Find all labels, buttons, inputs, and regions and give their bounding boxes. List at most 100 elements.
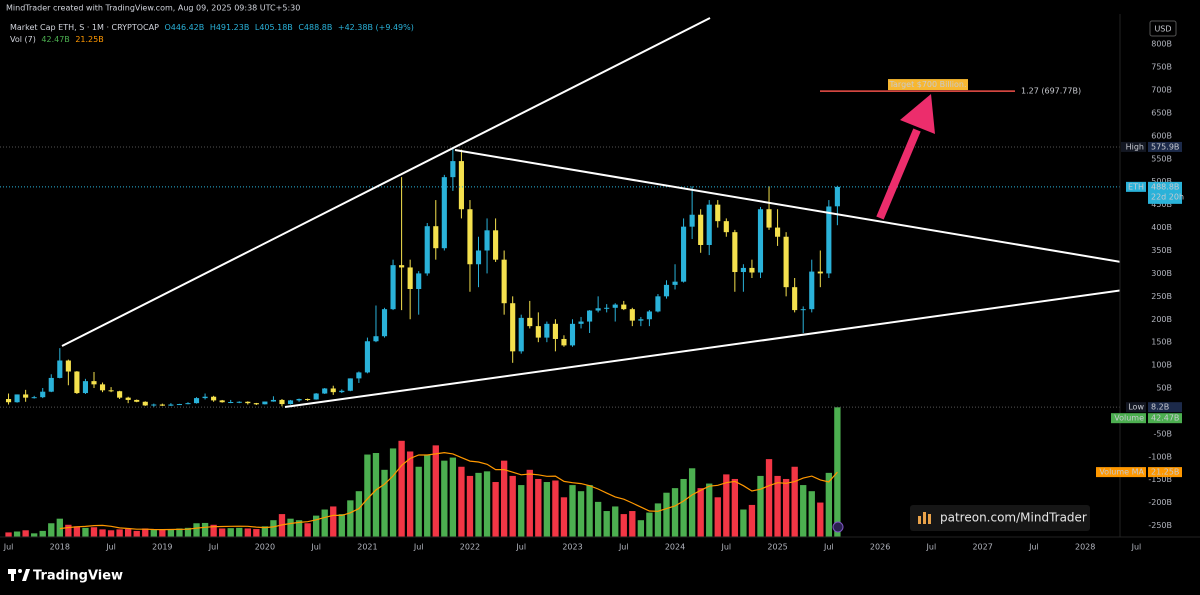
- candle-body: [99, 384, 106, 391]
- tag-value: 488.8B: [1151, 182, 1179, 191]
- volume-bar: [278, 514, 286, 537]
- candle-body: [441, 177, 447, 249]
- volume-bar: [133, 530, 140, 537]
- volume-bar: [253, 529, 260, 537]
- volume-bar: [620, 514, 627, 537]
- y-tick-label: 600B: [1151, 131, 1172, 140]
- volume-bar: [312, 515, 320, 537]
- volume-bar: [389, 448, 397, 537]
- price-axis: 800B 750B 700B 650B 600B 550B 500B 450B 400B 350B…: [1096, 40, 1184, 530]
- watermark-icon: [923, 512, 926, 524]
- tag-value: 42.47B: [1151, 414, 1179, 423]
- volume-bar: [338, 514, 345, 537]
- volume-bar: [594, 501, 602, 537]
- volume-bar: [227, 528, 234, 537]
- volume-bar: [330, 506, 337, 537]
- tag-name: Low: [1128, 403, 1144, 412]
- x-tick-label: 2020: [255, 543, 275, 552]
- volume-bar: [142, 528, 149, 537]
- x-tick-label: 2027: [972, 543, 992, 552]
- candle-body: [253, 403, 259, 405]
- trend-line: [284, 286, 1146, 408]
- volume-bar: [56, 518, 63, 537]
- event-icon[interactable]: [832, 521, 844, 533]
- volume-bar: [526, 469, 533, 537]
- candle-body: [757, 209, 764, 273]
- volume-bar: [492, 482, 499, 537]
- candle-body: [672, 281, 678, 285]
- candle-body: [151, 404, 157, 406]
- volume-bar: [688, 468, 696, 537]
- x-tick-label: Jul: [926, 543, 937, 552]
- x-tick-label: Jul: [310, 543, 321, 552]
- volume-bar: [748, 504, 756, 537]
- volume-bar: [697, 488, 704, 537]
- candle-body: [510, 303, 516, 352]
- volume-bar: [808, 491, 815, 537]
- volume-bar: [800, 485, 807, 537]
- volume-bar: [577, 491, 585, 537]
- volume-bar: [176, 528, 183, 537]
- volume-bar: [321, 509, 328, 537]
- trend-line: [61, 17, 711, 347]
- tag-name: Volume: [1114, 414, 1144, 423]
- volume-bar: [159, 529, 166, 537]
- logo: [18, 569, 22, 573]
- volume-bar: [244, 528, 251, 537]
- volume-bar: [184, 527, 192, 537]
- candle-body: [125, 397, 131, 400]
- target-box: [888, 79, 968, 91]
- currency-box[interactable]: [1149, 20, 1177, 37]
- volume-bar: [5, 532, 12, 537]
- volume-bar: [364, 454, 371, 537]
- y-tick-label: 250B: [1151, 292, 1172, 301]
- candle-body: [433, 226, 439, 249]
- tag-value-box: [1148, 402, 1182, 413]
- x-tick-label: Jul: [105, 543, 116, 552]
- candle-body: [14, 394, 20, 403]
- x-tick-label: Jul: [413, 543, 424, 552]
- tag-value-box: [1148, 141, 1182, 152]
- candle-body: [655, 296, 661, 312]
- candle-body: [262, 401, 268, 405]
- tag-name: ETH: [1128, 182, 1144, 191]
- volume-bar: [612, 506, 619, 537]
- logo: [11, 569, 14, 581]
- credit: MindTrader created with TradingView.com,…: [6, 4, 300, 13]
- candle-body: [65, 360, 71, 372]
- x-tick-label: 2028: [1075, 543, 1095, 552]
- tag-value: 8.2B: [1151, 403, 1169, 412]
- volume-bar: [723, 474, 730, 537]
- candle-body: [561, 338, 567, 346]
- volume-ma-line: [59, 451, 838, 531]
- candle-body: [211, 396, 217, 401]
- tag-name-box: [1121, 141, 1146, 152]
- volume-title: Vol (7): [10, 35, 36, 44]
- candle-body: [245, 401, 251, 404]
- tag-value-box: [1148, 467, 1182, 478]
- volume-bar: [646, 512, 653, 537]
- volume-bar: [629, 511, 636, 537]
- volume-bar: [13, 531, 21, 537]
- x-tick-label: 2023: [562, 543, 582, 552]
- tag-name: Volume MA: [1099, 468, 1144, 477]
- candle-body: [270, 399, 276, 402]
- symbol: Market Cap ETH, S · 1M · CRYPTOCAP: [10, 23, 159, 32]
- candle-body: [817, 271, 823, 274]
- volume-bar: [817, 502, 824, 537]
- candle-body: [117, 391, 123, 398]
- volume-bar: [219, 528, 226, 537]
- candle-body: [493, 230, 499, 260]
- arrow-head: [900, 94, 935, 134]
- x-tick-label: 2024: [665, 543, 685, 552]
- volume-bar: [193, 523, 200, 537]
- y-tick-label: -150B: [1148, 475, 1172, 484]
- volume-bar: [48, 523, 55, 537]
- candle-body: [23, 394, 29, 398]
- candle-body: [347, 378, 353, 391]
- tag-name-box: [1096, 467, 1146, 478]
- volume-bar: [31, 533, 38, 537]
- candle-body: [305, 399, 311, 401]
- candle-body: [399, 265, 405, 268]
